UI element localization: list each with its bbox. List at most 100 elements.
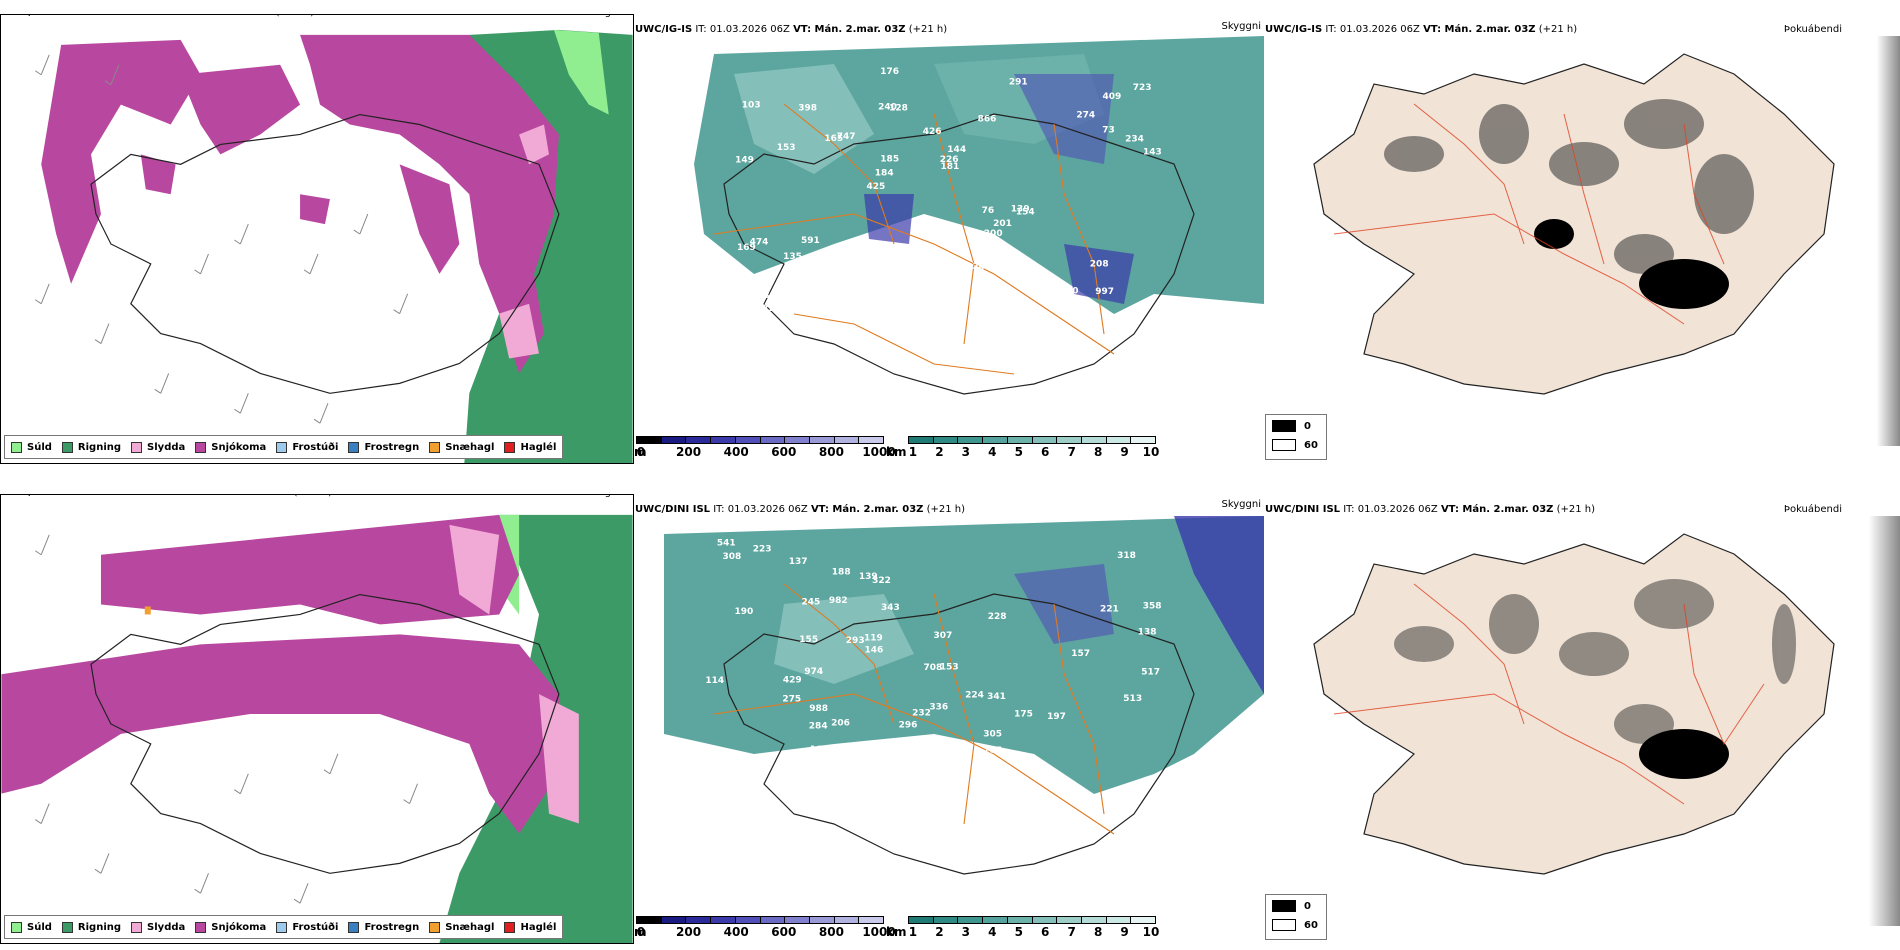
legend-item-súld: Súld [11, 441, 52, 453]
colorbar-tick-label: 8 [1093, 445, 1103, 459]
station-value-label: 226 [940, 155, 959, 165]
station-value-label: 866 [978, 115, 997, 125]
station-value-label: 178 [719, 780, 738, 790]
station-value-label: 223 [753, 545, 772, 555]
station-value-label: 76 [982, 206, 995, 216]
station-value-label: 171 [974, 762, 993, 772]
station-value-label: 308 [723, 552, 742, 562]
model-name: UWC/IG-IS [1265, 24, 1323, 35]
colorbar-tick-label: 3 [961, 445, 971, 459]
station-value-label: 517 [1141, 668, 1160, 678]
station-value-label: 172 [883, 775, 902, 785]
colorbar-tick-label: 1000 [862, 445, 896, 459]
colorbar-segment [686, 437, 712, 443]
colorbar-tick-label: 6 [1041, 925, 1050, 939]
station-value-label: 139 [859, 572, 878, 582]
station-value-label: 200 [984, 229, 1003, 239]
precip-type-panel-bottom: UWC/DINI ISL IT: 01.03.2026 06Z VT: Mán.… [0, 494, 634, 944]
station-value-label: 113 [787, 266, 806, 276]
station-value-label: 153 [940, 662, 959, 672]
station-value-label: 139 [825, 766, 844, 776]
station-value-label: 245 [802, 598, 821, 608]
station-value-label: 146 [865, 645, 884, 655]
panel-title: Skyggni [1221, 21, 1261, 32]
legend-swatch [195, 441, 207, 453]
precip-legend: Súld Rigning Slydda Snjókoma Frostúði Frostre… [4, 435, 564, 459]
station-value-label: 169 [737, 243, 756, 253]
legend-item-slydda: Slydda [131, 441, 185, 453]
legend-item-frostúði: Frostúði [276, 441, 339, 453]
colorbar-segment [859, 437, 884, 443]
valid-time: VT: Mán. 2.mar. 03Z [810, 504, 924, 515]
legend-label: Snjókoma [211, 441, 267, 453]
fog-swatch-60 [1272, 919, 1296, 931]
precip-map-top [1, 15, 633, 463]
lead-time: (+21 h) [1538, 24, 1578, 35]
legend-label: Rigning [77, 441, 122, 453]
valid-time: VT: Mán. 2.mar. 03Z [1440, 504, 1554, 515]
station-value-label: 129 [875, 254, 894, 264]
height-unit: m [634, 445, 647, 459]
station-value-label: 343 [881, 603, 900, 613]
legend-item-haglél: Haglél [504, 441, 556, 453]
valid-time: VT: Mán. 2.mar. 03Z [1423, 24, 1536, 35]
precip-legend: Súld Rigning Slydda Snjókoma Frostúði Frostre… [4, 915, 564, 939]
station-value-label: 143 [1143, 148, 1162, 158]
station-value-label: 220 [926, 301, 945, 311]
lead-time: (+21 h) [276, 15, 314, 18]
visibility-colorbar-top: 1 2 3 4 5 6 7 8 9 10 km [886, 436, 1159, 459]
legend-label: Frostregn [364, 921, 420, 933]
lead-time: (+21 h) [294, 495, 332, 498]
model-name: UWC/IG-IS [2, 15, 59, 18]
colorbar-tick-label: 800 [818, 445, 844, 459]
colorbar-tick-label: 3 [961, 925, 971, 939]
station-value-label: 208 [1090, 260, 1109, 270]
fog-panel-bottom: UWC/DINI ISL IT: 01.03.2026 06Z VT: Mán.… [1264, 494, 1900, 944]
lead-time: (+21 h) [926, 504, 966, 515]
colorbar-tick-label: 1 [908, 445, 918, 459]
colorbar-segment [1106, 917, 1132, 923]
station-value-label: 318 [1117, 551, 1136, 561]
colorbar-segment [809, 437, 835, 443]
model-name: UWC/DINI ISL [1265, 504, 1341, 515]
colorbar-segment [785, 437, 810, 443]
station-value-label: 974 [804, 667, 823, 677]
legend-swatch [61, 921, 73, 933]
legend-label: Frostúði [292, 921, 339, 933]
legend-label: Haglél [520, 921, 557, 933]
station-value-label: 723 [1133, 83, 1152, 93]
panel-title: Þokuábendi [1783, 504, 1842, 515]
legend-label: Frostúði [292, 441, 339, 453]
fog-swatch-0 [1272, 900, 1296, 912]
station-value-label: 425 [867, 182, 886, 192]
colorbar-segment [1007, 917, 1033, 923]
colorbar-segment [859, 917, 884, 923]
panel-header: UWC/DINI ISL IT: 01.03.2026 06Z VT: Mán.… [1264, 500, 1900, 522]
colorbar-tick-label: 10 [1142, 925, 1160, 939]
station-value-label: 240 [878, 103, 897, 113]
station-value-label: 197 [1047, 712, 1066, 722]
station-value-label: 307 [934, 631, 953, 641]
colorbar-tick-label: 400 [723, 925, 749, 939]
colorbar-segment [760, 917, 786, 923]
legend-swatch [429, 441, 441, 453]
fog-swatch-60 [1272, 439, 1296, 451]
station-value-label: 291 [1009, 78, 1028, 88]
colorbar-tick-label: 4 [988, 925, 997, 939]
station-value-label: 284 [883, 263, 902, 273]
station-value-label: 246 [973, 262, 992, 272]
station-value-label: 980 [757, 291, 776, 301]
height-unit: m [634, 925, 647, 939]
colorbar-segment [661, 437, 687, 443]
station-value-label: 165 [824, 134, 843, 144]
station-value-label: 144 [947, 145, 966, 155]
station-value-label: 153 [777, 143, 796, 153]
panel-title: Úrkomutegund [555, 15, 630, 20]
fog-legend-label: 60 [1304, 439, 1318, 451]
colorbar-tick-label: 0 [636, 445, 646, 459]
colorbar-tick-label: 9 [1120, 925, 1129, 939]
legend-item-snjókoma: Snjókoma [195, 921, 266, 933]
fog-legend-top: 0 60 [1265, 414, 1327, 460]
station-value-label: 293 [846, 636, 865, 646]
station-value-label: 376 [783, 753, 802, 763]
